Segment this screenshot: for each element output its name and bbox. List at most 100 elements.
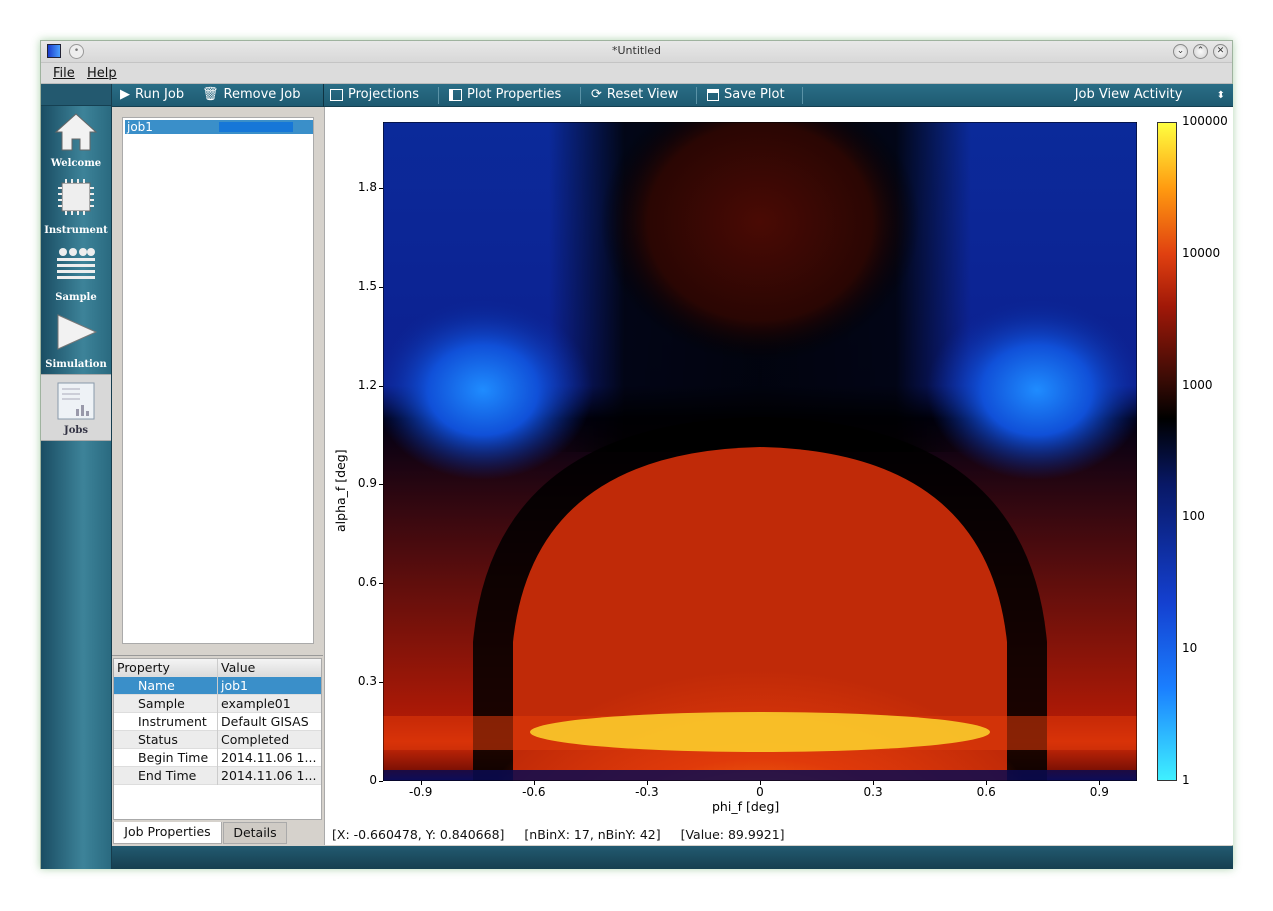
- toolbar-separator: [802, 87, 803, 104]
- property-value[interactable]: job1: [221, 678, 249, 693]
- heatmap-yoneda-peak: [530, 712, 990, 752]
- tab-job-properties[interactable]: Job Properties: [113, 822, 222, 844]
- x-tick-label: -0.9: [408, 785, 433, 799]
- bottom-bar: [112, 846, 1233, 869]
- y-tick-mark: [379, 187, 383, 189]
- chevron-down-icon[interactable]: ⌄: [1173, 44, 1188, 59]
- y-tick-label: 1.5: [357, 278, 377, 293]
- column-header-value[interactable]: Value: [221, 660, 256, 675]
- property-value[interactable]: Completed: [221, 732, 290, 747]
- menu-help[interactable]: Help: [87, 66, 117, 81]
- x-tick-label: 0: [756, 785, 764, 799]
- refresh-icon: ⟳: [591, 87, 602, 102]
- colorbar-tick-label: 10: [1182, 641, 1198, 656]
- plot-properties-button[interactable]: Plot Properties: [449, 87, 561, 102]
- property-name: End Time: [114, 767, 218, 785]
- save-plot-label: Save Plot: [724, 87, 785, 102]
- property-name: Sample: [114, 695, 218, 713]
- app-window: • *Untitled ⌄ ⌃ ✕ File Help Welcome: [40, 40, 1233, 869]
- x-tick-label: -0.6: [522, 785, 546, 799]
- x-tick-mark: [533, 781, 535, 785]
- sidebar-item-sample[interactable]: Sample: [41, 240, 111, 307]
- remove-job-label: Remove Job: [223, 87, 301, 102]
- table-row[interactable]: End Time 2014.11.06 1...: [114, 767, 321, 785]
- heatmap-image[interactable]: [383, 122, 1137, 781]
- play-icon: ▶: [120, 87, 130, 102]
- x-tick-mark: [986, 781, 988, 785]
- property-value[interactable]: Default GISAS: [221, 714, 309, 729]
- title-bar: • *Untitled ⌄ ⌃ ✕: [41, 41, 1232, 63]
- activity-select[interactable]: Job View Activity ⬍: [1075, 87, 1225, 102]
- property-value[interactable]: example01: [221, 696, 291, 711]
- toolbar-separator: [696, 87, 697, 104]
- jobs-icon: [57, 382, 95, 420]
- reset-view-button[interactable]: ⟳ Reset View: [591, 87, 678, 102]
- table-row[interactable]: Status Completed: [114, 731, 321, 749]
- list-item[interactable]: job1: [125, 120, 313, 134]
- job-name: job1: [127, 120, 153, 134]
- save-plot-button[interactable]: Save Plot: [707, 87, 785, 102]
- x-tick-label: 0.9: [1089, 785, 1109, 799]
- status-coords: [X: -0.660478, Y: 0.840668]: [332, 827, 505, 842]
- property-value[interactable]: 2014.11.06 1...: [221, 768, 317, 783]
- y-tick-label: 0: [369, 773, 377, 787]
- menu-file[interactable]: File: [53, 66, 75, 81]
- run-job-button[interactable]: ▶ Run Job: [120, 87, 184, 102]
- y-tick-label: 0.3: [357, 674, 377, 689]
- sidebar-item-welcome[interactable]: Welcome: [41, 106, 111, 173]
- x-tick-mark: [873, 781, 875, 785]
- projections-icon: [330, 88, 343, 101]
- plot-properties-icon: [449, 88, 462, 101]
- tab-details[interactable]: Details: [223, 822, 287, 844]
- table-row[interactable]: Sample example01: [114, 695, 321, 713]
- projections-label: Projections: [348, 87, 420, 102]
- sidebar-item-simulation[interactable]: Simulation: [41, 307, 111, 374]
- job-list[interactable]: job1: [122, 117, 314, 644]
- status-value: [Value: 89.9921]: [680, 827, 785, 842]
- y-tick-mark: [379, 385, 383, 387]
- close-icon[interactable]: ✕: [1213, 44, 1228, 59]
- trash-icon: 🗑: [202, 87, 219, 102]
- plot-area: -0.9 -0.6 -0.3 0 0.3 0.6 0.9 0 0.3 0.6 0.9 1.2 1.5 1…: [324, 107, 1233, 845]
- property-name: Begin Time: [114, 749, 218, 767]
- updown-arrows-icon: ⬍: [1216, 90, 1225, 101]
- remove-job-button[interactable]: 🗑 Remove Job: [202, 87, 300, 102]
- y-tick-mark: [379, 484, 383, 486]
- table-row[interactable]: Name job1: [114, 677, 321, 695]
- pin-icon[interactable]: •: [69, 44, 84, 59]
- chip-icon: [58, 179, 94, 215]
- colorbar-tick-label: 100000: [1182, 114, 1228, 128]
- projections-button[interactable]: Projections: [330, 87, 419, 102]
- activity-select-value: Job View Activity: [1074, 87, 1183, 102]
- table-row[interactable]: Begin Time 2014.11.06 1...: [114, 749, 321, 767]
- menu-bar: File Help: [41, 63, 1232, 84]
- property-value[interactable]: 2014.11.06 1...: [221, 750, 317, 765]
- toolbar-separator: [438, 87, 439, 104]
- heatmap-bottom-edge: [383, 770, 1137, 781]
- toolbar-separator: [580, 87, 581, 104]
- x-tick-label: 0.3: [863, 785, 883, 799]
- sidebar-item-label: Simulation: [45, 359, 107, 370]
- property-name: Instrument: [114, 713, 218, 731]
- sidebar: Welcome Instrument: [41, 84, 112, 869]
- property-name: Name: [114, 677, 218, 695]
- y-tick-mark: [379, 682, 383, 684]
- chevron-up-icon[interactable]: ⌃: [1193, 44, 1208, 59]
- x-tick-mark: [760, 781, 761, 785]
- colorbar: [1157, 122, 1177, 781]
- heatmap-left-lobe: [383, 300, 593, 480]
- colorbar-tick-label: 100: [1182, 509, 1205, 524]
- toolbar-divider: [323, 84, 324, 107]
- colorbar-tick-label: 1000: [1182, 377, 1213, 392]
- sidebar-item-instrument[interactable]: Instrument: [41, 173, 111, 240]
- y-tick-label: 1.8: [357, 179, 377, 194]
- colorbar-tick-label: 1: [1182, 773, 1190, 787]
- column-header-property[interactable]: Property: [114, 659, 218, 677]
- y-tick-mark: [379, 583, 383, 585]
- table-row[interactable]: Instrument Default GISAS: [114, 713, 321, 731]
- play-icon: [57, 314, 98, 350]
- y-tick-label: 0.6: [357, 575, 377, 590]
- sidebar-item-jobs[interactable]: Jobs: [41, 374, 111, 441]
- heatmap-top-peak: [600, 122, 920, 362]
- sidebar-top-strip: [41, 84, 111, 106]
